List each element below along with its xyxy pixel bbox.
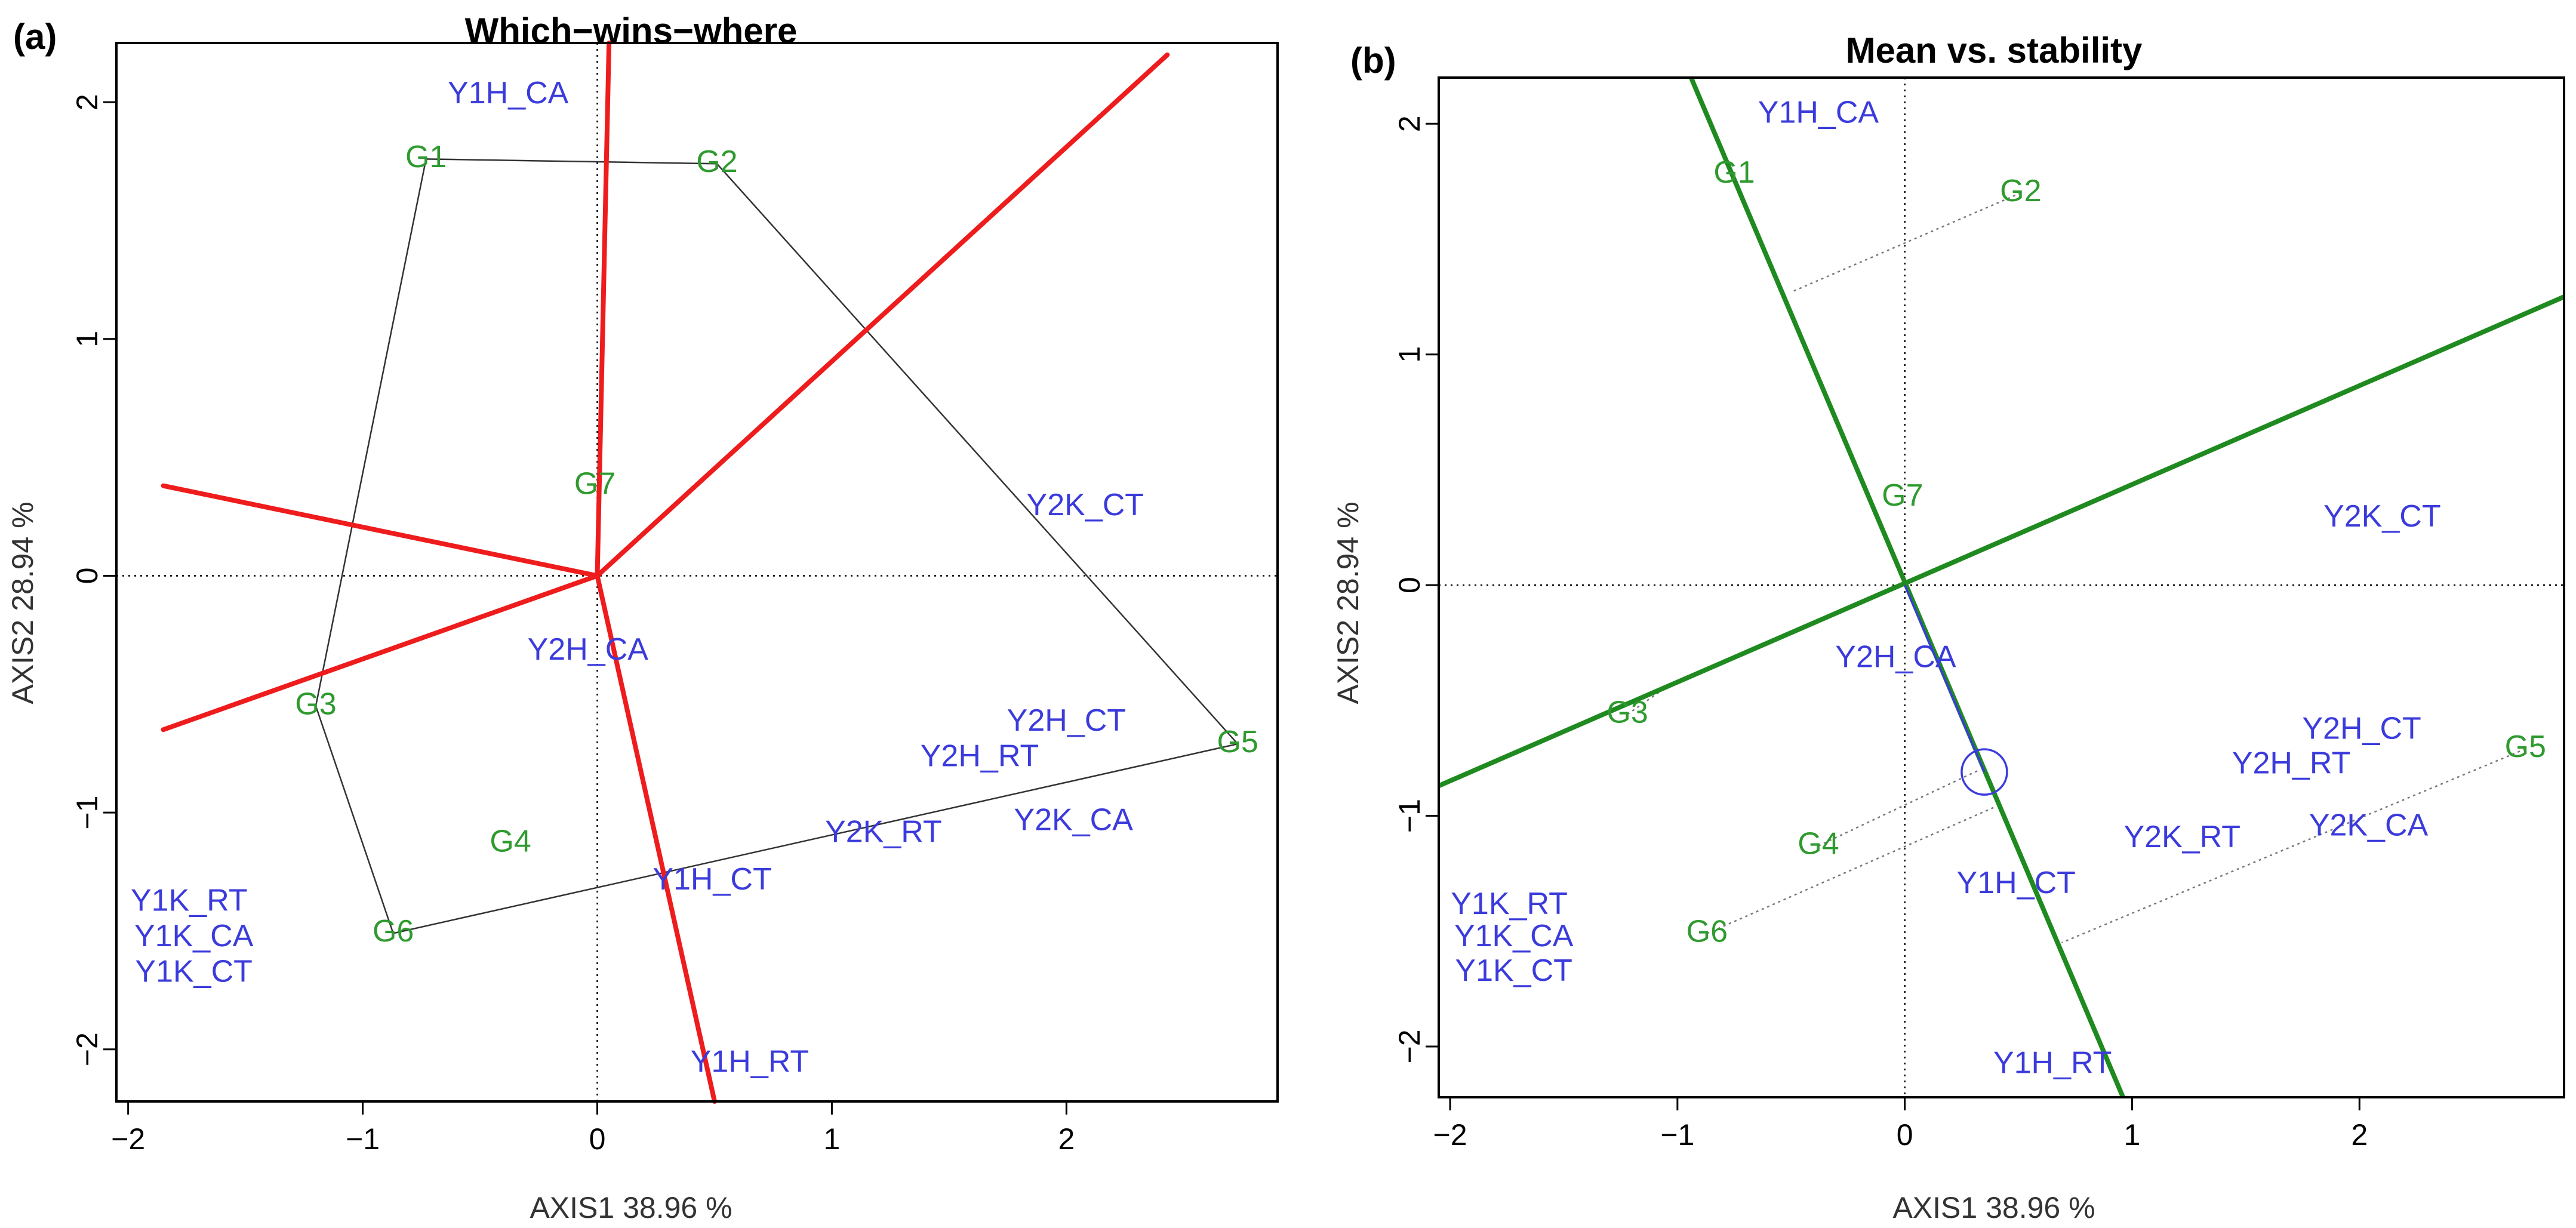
panel-b-x-tick-label: 2	[2351, 1118, 2368, 1152]
panel-b-reference-lines	[1439, 78, 2564, 1097]
genotype-label-g1: G1	[1713, 155, 1755, 190]
genotype-label-g2: G2	[696, 144, 737, 179]
convex-hull-polygon	[315, 158, 1239, 934]
panel-b-genotype-labels: G1 G2 G3 G4 G5 G6 G7	[1606, 155, 2546, 949]
panel-mean-vs-stability: (b) Mean vs. stability AXIS1 38.96 % AXI…	[1331, 30, 2565, 1224]
genotype-label-g1: G1	[405, 140, 447, 174]
environment-label-y1h-rt: Y1H_RT	[1993, 1046, 2112, 1081]
genotype-label-g6: G6	[373, 914, 414, 949]
panel-b-letter: (b)	[1350, 41, 1396, 81]
environment-label-y1h-ct: Y1H_CT	[1957, 866, 2076, 900]
panel-a-genotype-labels: G1 G2 G3 G4 G5 G6 G7	[295, 140, 1258, 949]
panel-a-title: Which−wins−where	[465, 11, 798, 51]
panel-a-x-tick-label: −2	[111, 1122, 145, 1156]
environment-label-y1h-ca: Y1H_CA	[448, 76, 569, 110]
genotype-label-g2: G2	[2000, 174, 2041, 208]
panel-b-x-axis: −2 −1 0 1 2	[1433, 1097, 2368, 1152]
genotype-label-g6: G6	[1686, 914, 1728, 949]
panel-a-reference-lines	[116, 43, 1278, 1101]
environment-label-y2k-ct: Y2K_CT	[2323, 499, 2441, 534]
panel-b-x-tick-label: −2	[1433, 1118, 1467, 1152]
sector-ray-3	[161, 483, 600, 578]
genotype-label-g7: G7	[574, 466, 615, 501]
panel-a-letter: (a)	[13, 17, 57, 57]
environment-label-y2h-ca: Y2H_CA	[528, 632, 649, 667]
environment-label-y2h-rt: Y2H_RT	[2232, 746, 2350, 780]
panel-b-y-tick-label: 0	[1393, 577, 1426, 593]
panel-b-x-tick-label: 1	[2124, 1118, 2141, 1152]
genotype-label-g4: G4	[1798, 827, 1839, 861]
average-environment-arrow	[1904, 584, 1986, 772]
panel-a-y-tick-label: 0	[70, 568, 104, 584]
environment-label-y2h-ca: Y2H_CA	[1835, 640, 1956, 675]
sector-ray-5	[595, 573, 717, 1104]
environment-label-y1h-ca: Y1H_CA	[1758, 96, 1879, 130]
environment-label-y2k-ct: Y2K_CT	[1027, 488, 1144, 522]
panel-a-y-axis: −2 −1 0 1 2	[70, 94, 116, 1066]
panel-a-sector-lines	[161, 41, 1170, 1104]
aec-ordinate-line	[1689, 76, 2125, 1098]
panel-b-x-axis-title: AXIS1 38.96 %	[1892, 1191, 2095, 1224]
environment-label-y1h-ct: Y1H_CT	[653, 862, 771, 897]
genotype-label-g4: G4	[490, 824, 531, 858]
projection-line-g5	[2061, 748, 2526, 944]
environment-label-y2h-ct: Y2H_CT	[1007, 703, 1126, 738]
environment-label-y2h-rt: Y2H_RT	[921, 739, 1039, 774]
panel-b-y-tick-label: 2	[1393, 115, 1426, 132]
panel-b-y-tick-label: −2	[1393, 1029, 1426, 1063]
sector-ray-1	[595, 41, 612, 578]
environment-label-y2h-ct: Y2H_CT	[2302, 711, 2421, 746]
panel-a-x-tick-label: 0	[589, 1122, 606, 1156]
panel-b-y-axis-title: AXIS2 28.94 %	[1331, 501, 1365, 704]
environment-label-y1k-ct: Y1K_CT	[1455, 953, 1572, 988]
environment-label-y1k-rt: Y1K_RT	[1451, 887, 1568, 921]
environment-label-y1k-ca: Y1K_CA	[134, 919, 254, 953]
panel-a-y-tick-label: −1	[70, 796, 104, 830]
panel-a-x-tick-label: −1	[346, 1122, 380, 1156]
panel-a-y-tick-label: −2	[70, 1032, 104, 1066]
panel-a-x-axis-title: AXIS1 38.96 %	[530, 1191, 732, 1224]
panel-a-x-tick-label: 2	[1058, 1122, 1075, 1156]
panel-b-x-tick-label: 0	[1897, 1118, 1913, 1152]
genotype-label-g5: G5	[2505, 730, 2546, 764]
sector-ray-4	[161, 573, 600, 733]
panel-b-y-tick-label: −1	[1393, 799, 1426, 833]
panel-b-y-tick-label: 1	[1393, 346, 1426, 363]
genotype-label-g5: G5	[1217, 725, 1258, 759]
environment-label-y1h-rt: Y1H_RT	[691, 1044, 809, 1079]
environment-label-y2k-ca: Y2K_CA	[2309, 808, 2429, 843]
panel-b-plot-frame	[1438, 76, 2565, 1098]
genotype-label-g3: G3	[295, 687, 336, 721]
environment-label-y2k-rt: Y2K_RT	[2123, 820, 2240, 854]
panel-b-x-tick-label: −1	[1660, 1118, 1694, 1152]
panel-a-polygon	[315, 158, 1239, 934]
panel-b-aec-lines	[1438, 76, 2565, 1098]
environment-label-y1k-rt: Y1K_RT	[131, 884, 248, 918]
panel-a-y-axis-title: AXIS2 28.94 %	[6, 501, 39, 704]
aec-abscissa-line	[1438, 294, 2565, 788]
sector-ray-2	[595, 52, 1170, 578]
panel-a-x-axis: −2 −1 0 1 2	[111, 1101, 1075, 1156]
environment-label-y2k-ca: Y2K_CA	[1014, 803, 1133, 838]
panel-which-wins-where: (a) Which−wins−where AXIS1 38.96 % AXIS2…	[6, 11, 1279, 1224]
panel-a-x-tick-label: 1	[824, 1122, 841, 1156]
panel-a-plot-frame	[115, 42, 1279, 1103]
panel-a-y-tick-label: 1	[70, 331, 104, 347]
panel-b-y-axis: −2 −1 0 1 2	[1393, 115, 1439, 1063]
environment-label-y2k-rt: Y2K_RT	[825, 815, 942, 850]
environment-label-y1k-ca: Y1K_CA	[1454, 919, 1574, 953]
projection-line-g6	[1706, 805, 1996, 934]
panel-b-title: Mean vs. stability	[1846, 30, 2143, 70]
average-environment-circle	[1961, 748, 2008, 796]
genotype-label-g3: G3	[1606, 695, 1648, 730]
genotype-label-g7: G7	[1882, 478, 1923, 513]
environment-label-y1k-ct: Y1K_CT	[135, 955, 253, 989]
panel-a-y-tick-label: 2	[70, 94, 104, 110]
